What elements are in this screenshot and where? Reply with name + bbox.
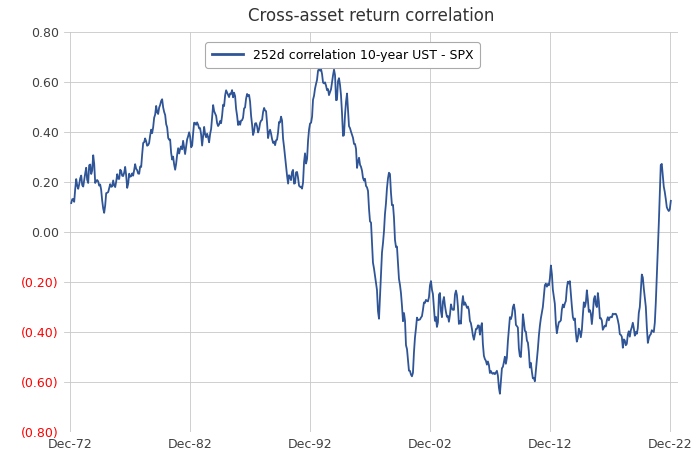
Title: Cross-asset return correlation: Cross-asset return correlation [248,7,494,25]
Legend: 252d correlation 10-year UST - SPX: 252d correlation 10-year UST - SPX [206,42,480,68]
